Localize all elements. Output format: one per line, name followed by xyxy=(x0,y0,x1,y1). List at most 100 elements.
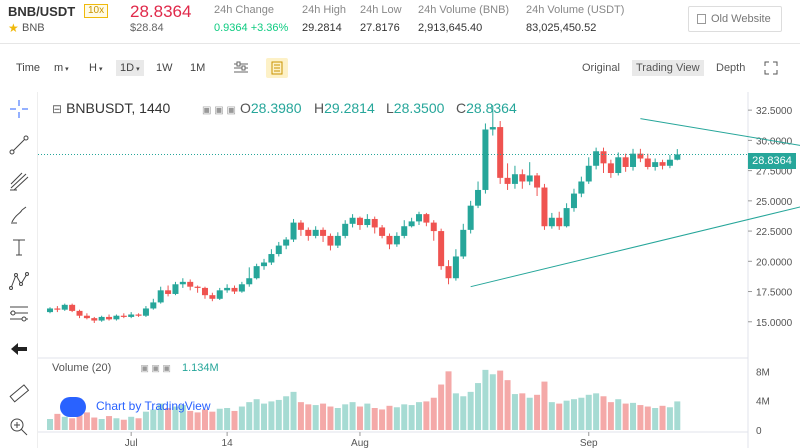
interval-1m-button[interactable]: 1M xyxy=(190,62,206,74)
price-axis-label: 30.0000 xyxy=(756,136,793,147)
legend-close-key: C xyxy=(456,100,467,116)
candle-body xyxy=(364,218,371,226)
candle-body xyxy=(275,245,282,255)
candle-body xyxy=(297,222,304,230)
star-icon[interactable]: ★ xyxy=(8,21,19,35)
candle-body xyxy=(386,235,393,245)
change-value: 0.9364 +3.36% xyxy=(214,22,289,34)
chart-svg[interactable]: 32.5000 30.0000 27.5000 25.0000 22.5000 20.00… xyxy=(38,92,800,448)
text-tool-icon[interactable] xyxy=(8,236,30,258)
candle-body xyxy=(165,290,172,294)
volume-bar xyxy=(379,409,386,430)
candle-body xyxy=(47,308,53,313)
time-button[interactable]: Time xyxy=(16,62,41,74)
volume-bar xyxy=(216,408,223,430)
price-axis-label: 20.0000 xyxy=(756,257,793,268)
candle-body xyxy=(157,290,164,303)
ticker-header: BNB/USDT 10x ★ BNB 28.8364 $28.84 24h Ch… xyxy=(0,0,800,44)
volume-bar xyxy=(91,417,98,430)
candle-body xyxy=(238,284,245,292)
candle-body xyxy=(460,229,467,257)
volume-bar xyxy=(674,401,681,430)
price-chart[interactable]: 32.5000 30.0000 27.5000 25.0000 22.5000 20.00… xyxy=(38,92,800,448)
candle-body xyxy=(541,187,548,227)
volume-bar xyxy=(261,403,268,430)
volume-bar xyxy=(430,397,437,430)
volume-bar xyxy=(320,403,327,430)
volume-settings-icon[interactable]: ▣ ▣ ▣ xyxy=(140,363,171,373)
volume-bar xyxy=(504,380,511,430)
volume-bar xyxy=(467,391,474,430)
candle-body xyxy=(128,314,135,317)
candle-body xyxy=(600,151,607,164)
legend-settings-icon[interactable]: ▣ ▣ ▣ xyxy=(202,105,236,116)
candle-body xyxy=(83,315,90,319)
tradingview-badge[interactable]: Chart by TradingView xyxy=(56,394,228,420)
fullscreen-icon[interactable] xyxy=(760,58,782,78)
interval-1w-button[interactable]: 1W xyxy=(156,62,173,74)
chart-legend-title: ⊟ BNBUSDT, 1440 xyxy=(52,100,170,116)
hours-dropdown[interactable]: H ▾ xyxy=(89,62,102,74)
volume-bar xyxy=(327,406,334,430)
old-website-button[interactable]: Old Website xyxy=(688,6,782,32)
pitchfork-icon[interactable] xyxy=(8,170,30,192)
crosshair-icon[interactable] xyxy=(8,98,30,120)
interval-1d-dropdown[interactable]: 1D ▾ xyxy=(116,60,144,76)
trend-line-icon[interactable] xyxy=(8,134,30,156)
candle-body xyxy=(548,217,555,227)
brush-icon[interactable] xyxy=(8,204,30,226)
candle-body xyxy=(91,318,98,321)
volume-bar xyxy=(593,393,600,430)
volume-usdt-value: 83,025,450.52 xyxy=(526,22,597,34)
candle-body xyxy=(423,214,430,223)
candle-body xyxy=(622,157,629,167)
price-axis-label: 22.5000 xyxy=(756,227,793,238)
view-depth-tab[interactable]: Depth xyxy=(716,62,746,74)
collapse-icon[interactable]: ⊟ xyxy=(52,102,63,116)
volume-bar xyxy=(349,402,356,430)
volume-bar xyxy=(519,393,526,430)
zoom-in-icon[interactable] xyxy=(8,416,30,438)
fib-retracement-icon[interactable] xyxy=(8,302,30,324)
volume-value: 1.134M xyxy=(182,362,219,374)
volume-bnb-label: 24h Volume (BNB) xyxy=(418,4,510,16)
volume-bar xyxy=(61,416,68,430)
chevron-down-icon: ▾ xyxy=(98,66,103,73)
old-website-label: Old Website xyxy=(711,13,771,25)
volume-axis-label: 4M xyxy=(756,397,770,408)
legend-open: O28.3980 xyxy=(240,100,302,116)
volume-bar xyxy=(128,416,135,430)
candle-body xyxy=(113,315,120,320)
view-tradingview-tab[interactable]: Trading View xyxy=(632,60,704,76)
candle-body xyxy=(201,287,208,296)
pattern-icon[interactable] xyxy=(8,270,30,292)
candle-body xyxy=(593,151,600,166)
candle-body xyxy=(327,235,334,246)
volume-bar xyxy=(386,405,393,430)
legend-high: H29.2814 xyxy=(314,100,375,116)
candle-body xyxy=(519,174,526,182)
candle-body xyxy=(135,314,142,316)
volume-bar xyxy=(209,411,216,430)
volume-bar xyxy=(334,408,341,430)
candle-body xyxy=(526,175,533,182)
volume-bar xyxy=(534,394,541,430)
leverage-badge: 10x xyxy=(84,4,109,18)
ruler-icon[interactable] xyxy=(8,382,30,404)
symbol-label[interactable]: BNB/USDT xyxy=(8,4,76,19)
legend-low-value: 28.3500 xyxy=(393,100,445,116)
volume-bar xyxy=(150,409,157,430)
candle-body xyxy=(379,227,386,236)
view-original-tab[interactable]: Original xyxy=(582,62,620,74)
minutes-dropdown[interactable]: m ▾ xyxy=(54,62,69,74)
candle-body xyxy=(120,315,127,317)
volume-bar xyxy=(342,404,349,430)
candle-body xyxy=(194,286,201,288)
candle-body xyxy=(69,304,76,311)
back-arrow-icon[interactable] xyxy=(8,338,30,360)
volume-bar xyxy=(98,419,105,430)
volume-bar xyxy=(194,412,201,430)
indicators-icon[interactable] xyxy=(230,58,252,78)
chart-settings-icon[interactable] xyxy=(266,58,288,78)
drawing-toolbar xyxy=(0,92,38,448)
